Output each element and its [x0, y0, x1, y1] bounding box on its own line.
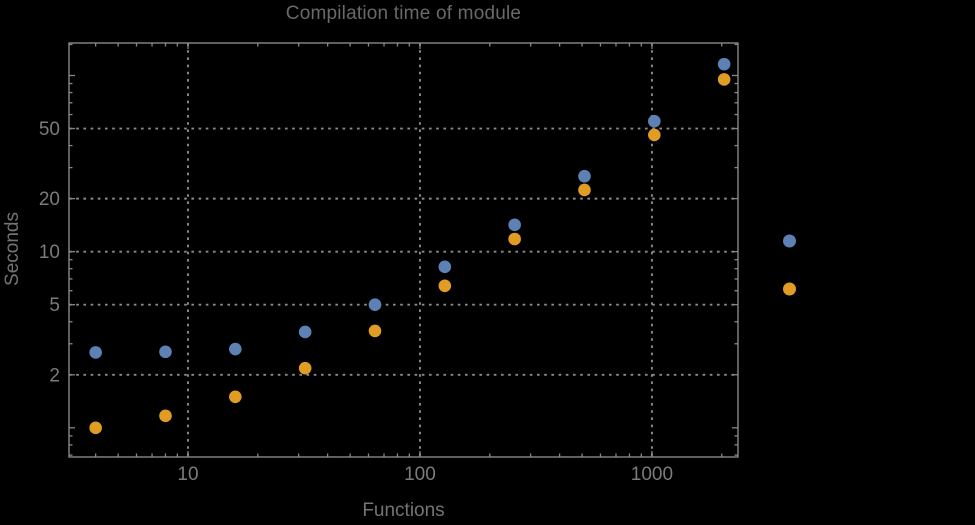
- legend-marker-orange: [783, 282, 796, 296]
- y-tick-label: 50: [39, 119, 60, 140]
- data-point-blue: [298, 325, 312, 339]
- x-axis-label: Functions: [362, 500, 445, 521]
- chart-title: Compilation time of module: [285, 3, 522, 24]
- data-point-blue: [368, 298, 382, 311]
- data-point-orange: [508, 232, 521, 246]
- data-point-blue: [508, 218, 521, 232]
- data-point-orange: [229, 390, 242, 404]
- data-point-orange: [368, 324, 382, 338]
- y-tick-label: 2: [49, 365, 60, 386]
- y-tick-label: 10: [39, 242, 60, 263]
- data-point-blue: [229, 342, 242, 356]
- data-point-orange: [159, 409, 172, 423]
- data-point-blue: [438, 260, 452, 274]
- data-point-orange: [717, 73, 731, 86]
- data-point-blue: [89, 346, 102, 359]
- y-tick-label: 5: [49, 295, 60, 316]
- x-tick-label: 1000: [631, 464, 673, 485]
- x-tick-label: 10: [177, 464, 198, 485]
- data-point-orange: [298, 361, 312, 375]
- data-point-orange: [89, 421, 102, 435]
- plot-frame: [68, 42, 739, 458]
- y-tick-label: 20: [39, 189, 60, 210]
- y-axis-label: Seconds: [2, 212, 23, 286]
- legend-marker-blue: [783, 234, 796, 248]
- x-tick-label: 100: [404, 464, 436, 485]
- data-point-orange: [648, 128, 661, 142]
- data-point-blue: [648, 114, 661, 128]
- data-point-orange: [438, 279, 452, 293]
- data-point-orange: [578, 183, 591, 197]
- data-point-blue: [717, 57, 731, 71]
- data-point-blue: [578, 169, 591, 183]
- data-point-blue: [159, 345, 172, 359]
